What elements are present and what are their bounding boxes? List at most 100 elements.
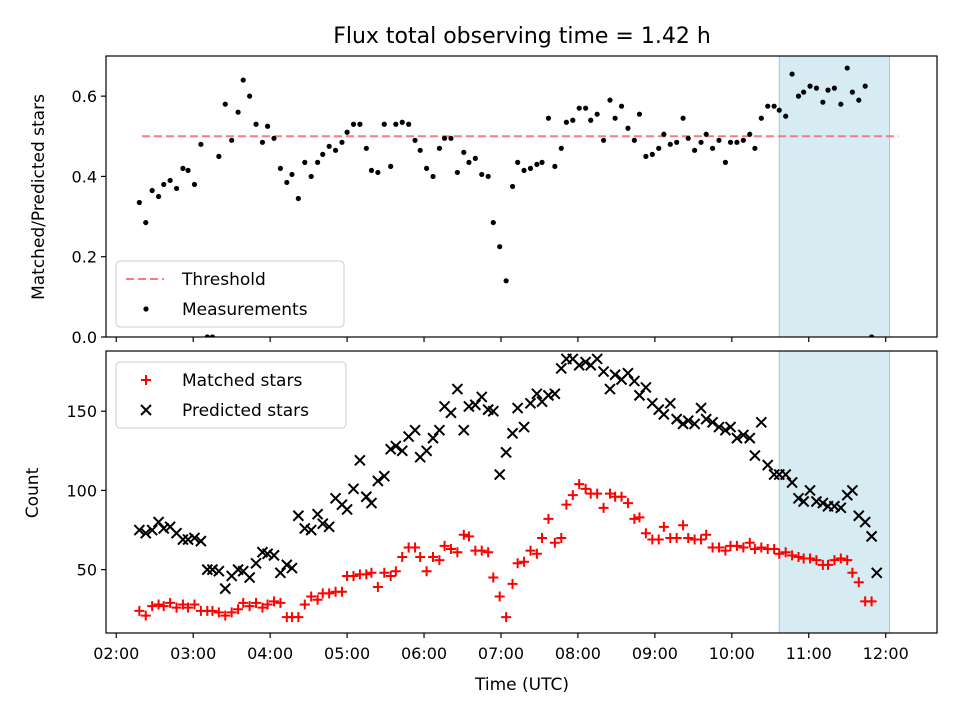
data-point [140, 527, 152, 539]
data-point [838, 101, 844, 107]
data-point [268, 596, 279, 607]
data-point [410, 542, 421, 553]
data-point [656, 145, 662, 151]
data-point [552, 163, 558, 169]
data-point [740, 137, 746, 143]
data-point [853, 577, 864, 588]
data-point [658, 408, 670, 421]
data-point [277, 165, 284, 171]
data-point [797, 495, 810, 508]
x-tick-label: 03:00 [170, 644, 216, 663]
data-point [354, 454, 366, 467]
data-point [357, 121, 363, 127]
data-point [483, 547, 494, 558]
data-point [434, 555, 445, 566]
data-point [865, 530, 878, 543]
data-point [731, 432, 743, 444]
data-point [636, 111, 643, 117]
data-point [507, 578, 518, 589]
data-point [161, 181, 167, 188]
data-point [149, 187, 155, 194]
data-point [461, 149, 467, 155]
data-point [556, 532, 567, 543]
x-tick-label: 09:00 [632, 644, 678, 663]
data-point [574, 479, 585, 490]
data-point [268, 549, 280, 562]
data-point [664, 397, 676, 409]
data-point [427, 432, 439, 444]
data-point [133, 524, 146, 536]
data-point [463, 531, 474, 542]
data-point [515, 159, 521, 165]
data-point [811, 555, 822, 566]
data-point [209, 334, 216, 337]
legend-box [115, 361, 347, 429]
data-point [240, 77, 246, 83]
data-point [250, 557, 262, 569]
data-point [177, 599, 188, 610]
data-point [629, 513, 640, 524]
data-point [213, 565, 225, 577]
data-point [441, 135, 448, 141]
data-point [640, 381, 652, 394]
data-point [326, 143, 332, 149]
data-point [683, 532, 694, 543]
data-point [479, 171, 485, 178]
data-point [722, 159, 729, 165]
data-point [271, 135, 277, 141]
data-point [409, 424, 421, 436]
data-point [350, 121, 357, 127]
data-point [643, 153, 649, 159]
data-point [813, 85, 820, 91]
data-point [238, 597, 249, 608]
data-point [512, 558, 523, 569]
data-point [506, 427, 519, 440]
data-point [417, 147, 423, 153]
data-point [452, 547, 463, 558]
data-point [445, 544, 456, 555]
data-point [177, 533, 189, 546]
data-point [744, 537, 755, 548]
data-point [259, 139, 266, 145]
x-axis-label: Time (UTC) [474, 675, 569, 695]
data-point [314, 159, 321, 165]
data-point [509, 183, 516, 190]
data-point [165, 597, 176, 608]
data-point [749, 544, 760, 555]
data-point [222, 101, 228, 107]
data-point [713, 542, 724, 553]
top-y-axis-label: Matched/Predicted stars [29, 94, 49, 300]
legend-box [115, 260, 345, 328]
data-point [755, 416, 768, 428]
data-point [173, 185, 180, 192]
data-point [527, 165, 534, 171]
data-point [805, 553, 816, 564]
legend-marker [143, 306, 149, 312]
data-point [871, 567, 883, 579]
data-point [372, 582, 383, 593]
data-point [653, 534, 664, 545]
data-point [695, 402, 707, 414]
data-point [700, 413, 712, 425]
data-point [622, 367, 634, 379]
series-measurements [136, 65, 875, 337]
data-point [324, 588, 335, 599]
data-point [769, 544, 780, 555]
data-point [323, 521, 335, 533]
legend-label: Measurements [182, 300, 308, 320]
data-point [147, 601, 158, 612]
data-point [274, 567, 287, 579]
data-point [158, 601, 169, 612]
data-point [257, 602, 268, 613]
data-point [706, 416, 719, 428]
data-point [780, 547, 791, 558]
data-point [140, 610, 151, 621]
x-tick-label: 06:00 [401, 644, 447, 663]
data-point [616, 491, 627, 502]
data-point [734, 139, 740, 145]
data-point [204, 334, 210, 337]
data-point [390, 440, 402, 452]
data-point [286, 562, 298, 574]
data-point [698, 139, 704, 145]
y-tick-label: 0.4 [72, 167, 97, 186]
